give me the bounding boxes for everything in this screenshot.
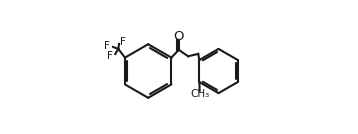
Text: F: F	[120, 37, 126, 46]
Text: O: O	[174, 29, 184, 43]
Text: F: F	[104, 41, 110, 51]
Text: CH₃: CH₃	[190, 89, 209, 99]
Text: F: F	[107, 51, 113, 61]
